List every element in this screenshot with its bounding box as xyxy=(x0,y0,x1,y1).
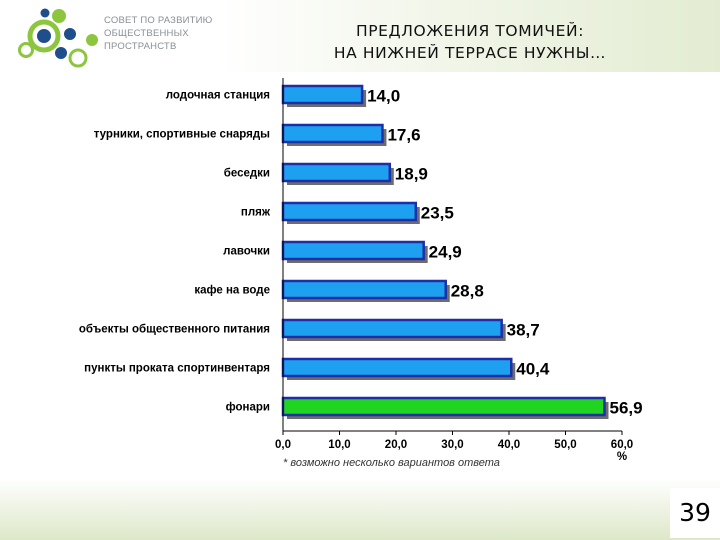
title-line-2: НА НИЖНЕЙ ТЕРРАСЕ НУЖНЫ… xyxy=(333,44,607,62)
bar xyxy=(281,162,392,183)
category-label: лодочная станция xyxy=(166,90,270,102)
logo-line-1: СОВЕТ ПО РАЗВИТИЮ xyxy=(104,15,213,26)
value-label: 56,9 xyxy=(609,399,642,418)
value-label: 18,9 xyxy=(395,165,428,184)
logo-text: СОВЕТ ПО РАЗВИТИЮ ОБЩЕСТВЕННЫХ ПРОСТРАНС… xyxy=(104,14,224,53)
category-label: беседки xyxy=(224,168,270,180)
bar xyxy=(281,84,364,105)
x-tick-label: 10,0 xyxy=(328,439,350,451)
category-label: лавочки xyxy=(223,246,270,258)
value-label: 24,9 xyxy=(429,243,462,262)
category-label: пункты проката спортинвентаря xyxy=(84,363,270,375)
value-label: 17,6 xyxy=(387,126,420,145)
bar xyxy=(281,201,418,222)
x-axis-label: % xyxy=(617,451,627,463)
header-band xyxy=(0,0,720,72)
category-label: турники, спортивные снаряды xyxy=(94,129,270,141)
x-tick-label: 40,0 xyxy=(498,439,520,451)
x-tick-label: 50,0 xyxy=(554,439,576,451)
bar xyxy=(281,396,606,417)
value-label: 28,8 xyxy=(451,282,484,301)
value-label: 14,0 xyxy=(367,87,400,106)
footnote: * возможно несколько вариантов ответа xyxy=(283,457,500,469)
x-tick-label: 0,0 xyxy=(275,439,291,451)
page-title: ПРЕДЛОЖЕНИЯ ТОМИЧЕЙ: НА НИЖНЕЙ ТЕРРАСЕ Н… xyxy=(270,20,670,64)
logo-line-2: ОБЩЕСТВЕННЫХ xyxy=(104,28,189,39)
footer-band xyxy=(0,478,720,540)
value-label: 38,7 xyxy=(507,321,540,340)
category-label: объекты общественного питания xyxy=(79,324,270,336)
bar xyxy=(281,123,384,144)
logo-line-3: ПРОСТРАНСТВ xyxy=(104,41,177,52)
bar xyxy=(281,240,425,261)
bar-chart: лодочная станция 14,0 турники, спортивные … xyxy=(79,78,643,463)
title-line-1: ПРЕДЛОЖЕНИЯ ТОМИЧЕЙ: xyxy=(355,22,585,40)
bar xyxy=(281,357,513,378)
category-label: кафе на воде xyxy=(194,285,270,297)
category-label: пляж xyxy=(241,207,271,219)
value-label: 23,5 xyxy=(421,204,454,223)
category-label: фонари xyxy=(226,402,270,414)
bar xyxy=(281,279,447,300)
x-tick-label: 20,0 xyxy=(385,439,407,451)
logo-icon xyxy=(18,8,98,68)
bar xyxy=(281,318,503,339)
page-number: 39 xyxy=(670,488,720,538)
value-label: 40,4 xyxy=(516,360,550,379)
x-tick-label: 60,0 xyxy=(611,439,633,451)
x-tick-label: 30,0 xyxy=(441,439,463,451)
